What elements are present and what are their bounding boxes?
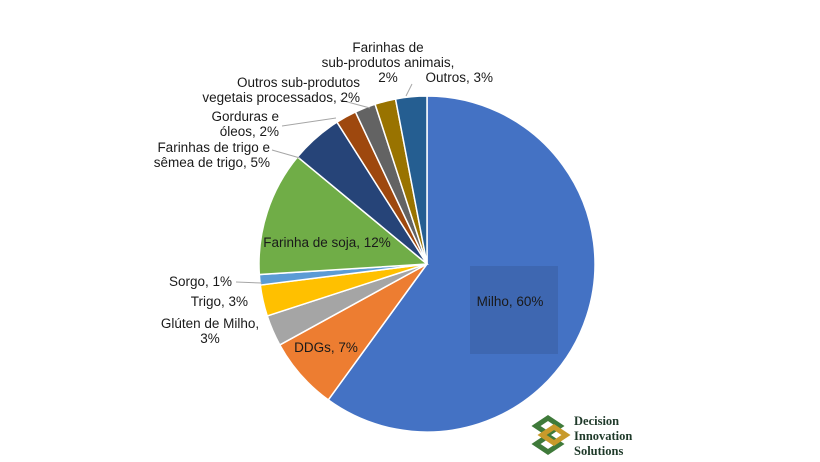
slice-label: Trigo, 3% <box>191 294 248 309</box>
slice-label: Sorgo, 1% <box>169 274 232 289</box>
slice-label: Gorduras e óleos, 2% <box>211 109 279 139</box>
slice-label: Outros, 3% <box>425 70 493 85</box>
leader-line <box>271 149 301 159</box>
leader-line <box>339 99 371 109</box>
label-highlight-box <box>470 266 558 354</box>
slice-label: DDGs, 7% <box>294 340 358 355</box>
leader-line <box>281 117 337 127</box>
pie-slices <box>258 95 596 433</box>
logo-line-innovation: Innovation <box>574 429 633 443</box>
pie-slice-farinha-de-soja <box>258 155 429 276</box>
pie-slice-outros <box>394 95 428 265</box>
leader-lines <box>235 83 413 284</box>
slice-label: Glúten de Milho, 3% <box>161 316 259 346</box>
slice-label: Outros sub-produtos vegetais processados,… <box>202 75 360 105</box>
leader-line <box>405 83 413 97</box>
company-logo: Decision Innovation Solutions <box>528 414 813 460</box>
slice-label: Farinhas de trigo e sêmea de trigo, 5% <box>154 140 270 170</box>
leader-line <box>235 281 263 284</box>
logo-icon <box>531 414 571 456</box>
slice-label: Farinha de soja, 12% <box>263 235 391 250</box>
slice-labels: Milho, 60% DDGs, 7% Glúten de Milho, 3% Trig… <box>154 40 544 355</box>
slice-label: Farinhas de sub-produtos animais, 2% <box>322 40 455 85</box>
slice-label: Milho, 60% <box>477 294 544 309</box>
logo-line-solutions: Solutions <box>574 444 624 458</box>
logo-line-decision: Decision <box>574 414 620 428</box>
